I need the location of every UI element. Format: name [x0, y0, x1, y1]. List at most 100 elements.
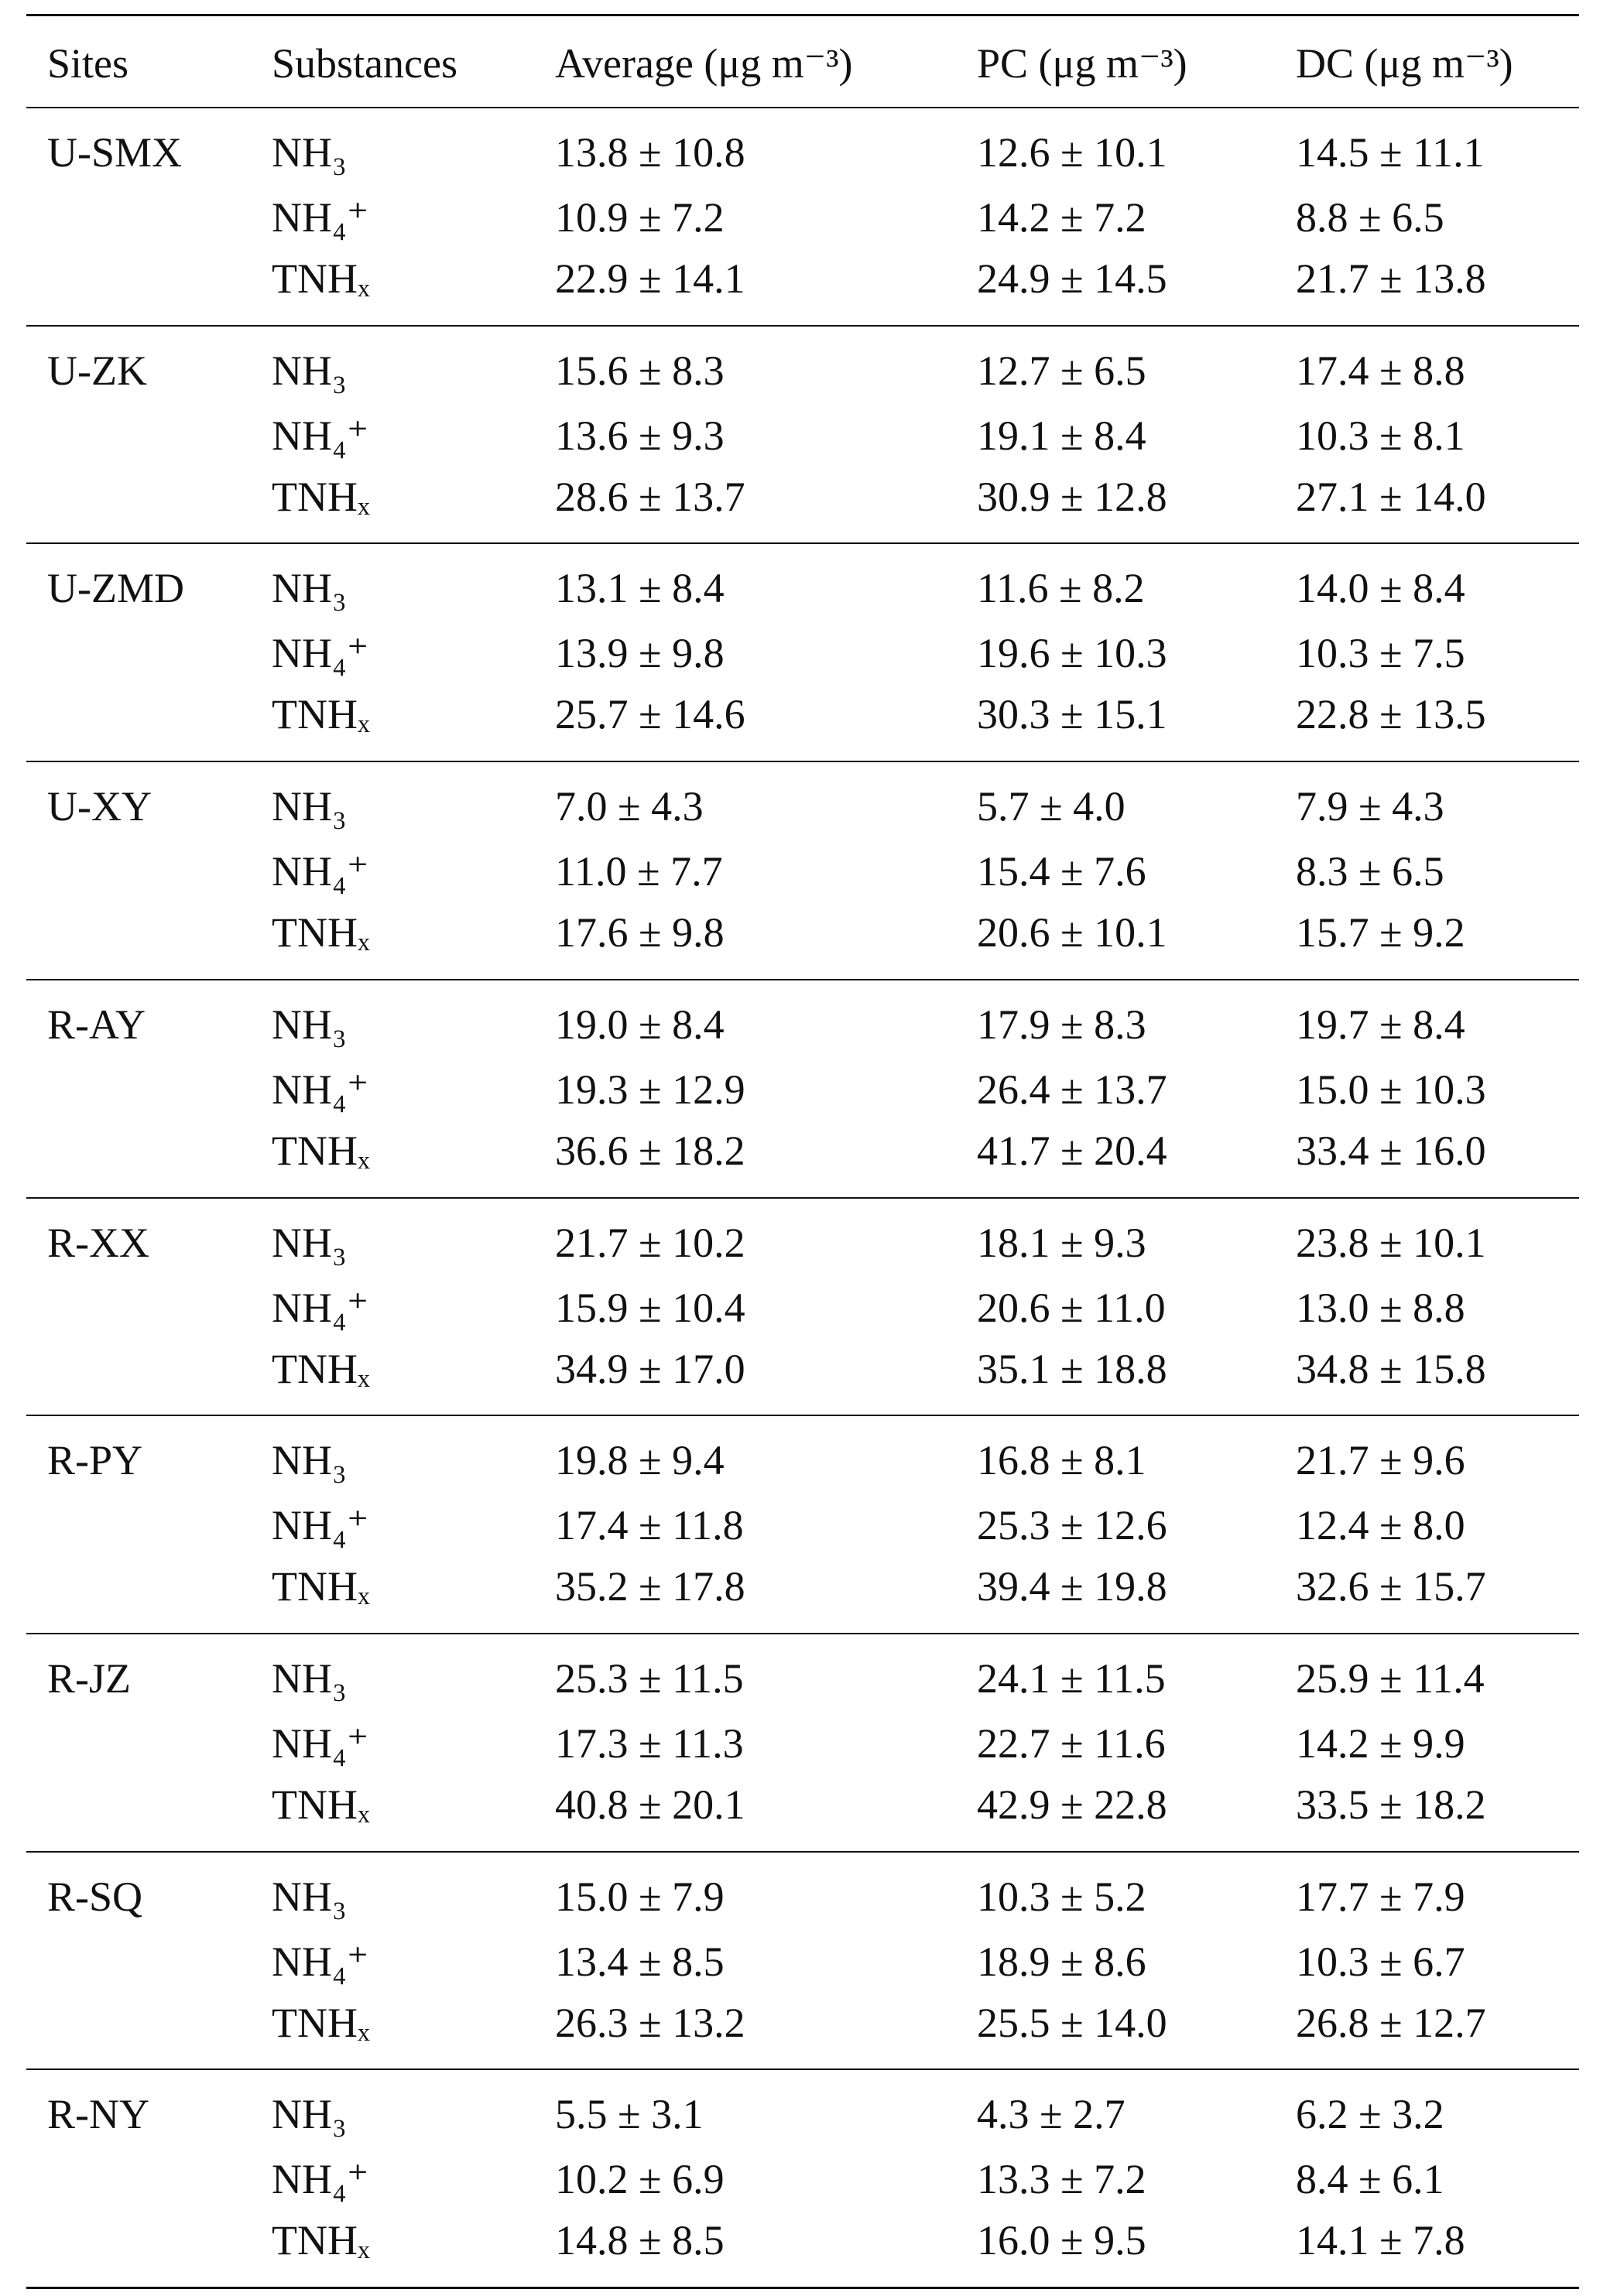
value-cell: 20.6 ± 11.0 [977, 1284, 1166, 1331]
value-cell: 22.9 ± 14.1 [555, 255, 745, 302]
value-cell: 10.3 ± 6.7 [1296, 1938, 1465, 1985]
value-cell: 26.8 ± 12.7 [1296, 1999, 1486, 2046]
value-cell: 17.6 ± 9.8 [555, 909, 725, 956]
substance-cell: NH₃ [272, 1654, 347, 1702]
value-cell: 12.7 ± 6.5 [977, 347, 1146, 394]
substance-cell: TNHₓ [272, 1999, 370, 2046]
value-cell: 16.0 ± 9.5 [977, 2217, 1146, 2264]
value-cell: 28.6 ± 13.7 [555, 473, 745, 520]
value-cell: 13.9 ± 9.8 [555, 630, 725, 677]
value-cell: 10.9 ± 7.2 [555, 194, 725, 241]
value-cell: 19.3 ± 12.9 [555, 1066, 745, 1113]
value-cell: 24.9 ± 14.5 [977, 255, 1167, 302]
value-cell: 12.6 ± 10.1 [977, 129, 1167, 176]
header-cell: PC (μg m⁻³) [977, 40, 1187, 87]
value-cell: 15.9 ± 10.4 [555, 1284, 745, 1331]
rule [26, 542, 1579, 545]
value-cell: 8.4 ± 6.1 [1296, 2156, 1444, 2203]
value-cell: 27.1 ± 14.0 [1296, 473, 1486, 520]
value-cell: 21.7 ± 13.8 [1296, 255, 1486, 302]
value-cell: 17.3 ± 11.3 [555, 1719, 744, 1767]
value-cell: 13.0 ± 8.8 [1296, 1284, 1465, 1331]
value-cell: 13.4 ± 8.5 [555, 1938, 725, 1985]
substance-cell: NH₄⁺ [272, 1284, 369, 1331]
value-cell: 14.2 ± 9.9 [1296, 1719, 1465, 1767]
value-cell: 13.8 ± 10.8 [555, 129, 745, 176]
site-cell: R-PY [47, 1437, 143, 1484]
value-cell: 10.3 ± 8.1 [1296, 412, 1465, 459]
header-cell: Sites [47, 40, 129, 87]
value-cell: 10.2 ± 6.9 [555, 2156, 725, 2203]
rule [26, 107, 1579, 108]
substance-cell: NH₃ [272, 2091, 347, 2138]
value-cell: 19.0 ± 8.4 [555, 1001, 725, 1048]
value-cell: 25.3 ± 11.5 [555, 1654, 744, 1702]
substance-cell: TNHₓ [272, 1781, 370, 1828]
value-cell: 21.7 ± 10.2 [555, 1219, 745, 1266]
value-cell: 21.7 ± 9.6 [1296, 1437, 1465, 1484]
value-cell: 19.6 ± 10.3 [977, 630, 1167, 677]
rule [26, 14, 1579, 16]
substance-cell: NH₃ [272, 783, 347, 830]
value-cell: 36.6 ± 18.2 [555, 1127, 745, 1174]
value-cell: 22.8 ± 13.5 [1296, 691, 1486, 738]
value-cell: 35.2 ± 17.8 [555, 1563, 745, 1610]
value-cell: 8.8 ± 6.5 [1296, 194, 1444, 241]
value-cell: 15.0 ± 7.9 [555, 1873, 725, 1920]
value-cell: 39.4 ± 19.8 [977, 1563, 1167, 1610]
value-cell: 25.7 ± 14.6 [555, 691, 745, 738]
site-cell: R-XX [47, 1219, 149, 1266]
value-cell: 18.9 ± 8.6 [977, 1938, 1146, 1985]
value-cell: 18.1 ± 9.3 [977, 1219, 1146, 1266]
substance-cell: NH₃ [272, 347, 347, 394]
value-cell: 34.9 ± 17.0 [555, 1345, 745, 1392]
substance-cell: TNHₓ [272, 691, 370, 738]
site-cell: U-SMX [47, 129, 183, 176]
site-cell: U-XY [47, 783, 152, 830]
substance-cell: NH₄⁺ [272, 412, 369, 459]
value-cell: 20.6 ± 10.1 [977, 909, 1167, 956]
value-cell: 16.8 ± 8.1 [977, 1437, 1146, 1484]
substance-cell: TNHₓ [272, 909, 370, 956]
site-cell: R-NY [47, 2091, 149, 2138]
rule [26, 978, 1579, 980]
site-cell: R-SQ [47, 1873, 143, 1920]
value-cell: 19.7 ± 8.4 [1296, 1001, 1465, 1048]
value-cell: 15.0 ± 10.3 [1296, 1066, 1486, 1113]
substance-cell: NH₄⁺ [272, 1938, 369, 1985]
substance-cell: TNHₓ [272, 1345, 370, 1392]
header-cell: DC (μg m⁻³) [1296, 40, 1513, 87]
value-cell: 4.3 ± 2.7 [977, 2091, 1125, 2138]
value-cell: 14.5 ± 11.1 [1296, 129, 1485, 176]
rule [26, 1196, 1579, 1199]
rule [26, 2287, 1579, 2289]
substance-cell: TNHₓ [272, 255, 370, 302]
substance-cell: NH₄⁺ [272, 2156, 369, 2203]
value-cell: 24.1 ± 11.5 [977, 1654, 1166, 1702]
substance-cell: NH₄⁺ [272, 630, 369, 677]
rule [26, 1415, 1579, 1417]
value-cell: 25.9 ± 11.4 [1296, 1654, 1485, 1702]
value-cell: 8.3 ± 6.5 [1296, 848, 1444, 895]
value-cell: 13.3 ± 7.2 [977, 2156, 1146, 2203]
value-cell: 15.4 ± 7.6 [977, 848, 1146, 895]
value-cell: 40.8 ± 20.1 [555, 1781, 745, 1828]
value-cell: 19.1 ± 8.4 [977, 412, 1146, 459]
rule [26, 1850, 1579, 1853]
site-cell: U-ZMD [47, 565, 184, 612]
value-cell: 10.3 ± 7.5 [1296, 630, 1465, 677]
site-cell: R-JZ [47, 1654, 131, 1702]
substance-cell: NH₃ [272, 1437, 347, 1484]
value-cell: 7.0 ± 4.3 [555, 783, 704, 830]
substance-cell: NH₃ [272, 129, 347, 176]
value-cell: 15.7 ± 9.2 [1296, 909, 1465, 956]
value-cell: 12.4 ± 8.0 [1296, 1502, 1465, 1549]
substance-cell: NH₃ [272, 565, 347, 612]
substance-cell: NH₄⁺ [272, 1719, 369, 1767]
value-cell: 15.6 ± 8.3 [555, 347, 725, 394]
substance-cell: TNHₓ [272, 2217, 370, 2264]
value-cell: 17.4 ± 8.8 [1296, 347, 1465, 394]
value-cell: 14.1 ± 7.8 [1296, 2217, 1465, 2264]
value-cell: 30.9 ± 12.8 [977, 473, 1167, 520]
